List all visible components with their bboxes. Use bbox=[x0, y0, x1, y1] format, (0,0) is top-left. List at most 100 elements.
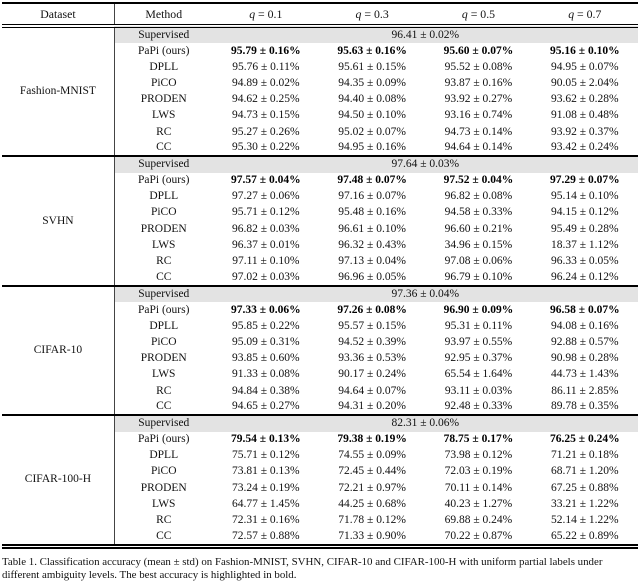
table-row: PaPi (ours) 97.57 ± 0.04% 97.48 ± 0.07% 97.… bbox=[2, 173, 638, 189]
value-cell: 95.71 ± 0.12% bbox=[231, 206, 300, 219]
method-label: DPLL bbox=[149, 190, 179, 203]
method-label: Supervised bbox=[114, 26, 213, 43]
table-row: CC 72.57 ± 0.88% 71.33 ± 0.90% 70.22 ± 0.87… bbox=[2, 529, 638, 547]
value-cell: 97.52 ± 0.04% bbox=[443, 174, 514, 187]
col-header-q5: q = 0.5 bbox=[425, 3, 532, 28]
supervised-row: CIFAR-100-H Supervised 82.31 ± 0.06% bbox=[2, 414, 638, 547]
table-row: CC 95.30 ± 0.22% 94.95 ± 0.16% 94.64 ± 0.14… bbox=[2, 140, 638, 156]
table-row: RC 97.11 ± 0.10% 97.13 ± 0.04% 97.08 ± 0.06… bbox=[2, 253, 638, 269]
value-cell: 93.85 ± 0.60% bbox=[231, 352, 300, 365]
value-cell: 97.33 ± 0.06% bbox=[231, 303, 301, 316]
value-cell: 97.13 ± 0.04% bbox=[338, 255, 406, 268]
table-row: PRODEN 94.62 ± 0.25% 94.40 ± 0.08% 93.92 ± … bbox=[2, 92, 638, 108]
table-row: PiCO 73.81 ± 0.13% 72.45 ± 0.44% 72.03 ± 0.… bbox=[2, 464, 638, 480]
table-row: DPLL 95.76 ± 0.11% 95.61 ± 0.15% 95.52 ± 0.… bbox=[2, 59, 638, 75]
value-cell: 64.77 ± 1.45% bbox=[231, 497, 300, 510]
value-cell: 95.79 ± 0.16% bbox=[231, 44, 301, 57]
q-symbol: q bbox=[568, 6, 575, 21]
section-fashion-mnist: Fashion-MNIST Supervised 96.41 ± 0.02% P… bbox=[2, 26, 638, 157]
table-row: LWS 64.77 ± 1.45% 44.25 ± 0.68% 40.23 ± 1.2… bbox=[2, 496, 638, 512]
value-cell: 72.45 ± 0.44% bbox=[338, 465, 406, 478]
supervised-row: CIFAR-10 Supervised 97.36 ± 0.04% bbox=[2, 284, 638, 416]
value-cell: 95.52 ± 0.08% bbox=[444, 60, 513, 73]
dataset-label: CIFAR-100-H bbox=[2, 414, 115, 547]
q-value: = 0.3 bbox=[361, 6, 389, 21]
value-cell: 96.96 ± 0.05% bbox=[338, 270, 406, 283]
value-cell: 97.16 ± 0.07% bbox=[338, 190, 406, 203]
method-label: PiCO bbox=[150, 335, 177, 348]
value-cell: 18.37 ± 1.12% bbox=[550, 238, 619, 251]
method-label: PaPi (ours) bbox=[138, 44, 190, 57]
method-label: PRODEN bbox=[140, 352, 187, 365]
col-header-method: Method bbox=[114, 3, 213, 28]
value-cell: 79.38 ± 0.19% bbox=[337, 433, 407, 446]
table-row: PaPi (ours) 79.54 ± 0.13% 79.38 ± 0.19% 78.… bbox=[2, 432, 638, 448]
value-cell: 40.23 ± 1.27% bbox=[444, 497, 513, 510]
value-cell: 67.25 ± 0.88% bbox=[550, 481, 619, 494]
method-label: PiCO bbox=[150, 206, 177, 219]
table-row: DPLL 95.85 ± 0.22% 95.57 ± 0.15% 95.31 ± 0.… bbox=[2, 318, 638, 334]
method-label: PRODEN bbox=[140, 222, 187, 235]
value-cell: 93.42 ± 0.24% bbox=[550, 141, 619, 154]
table-row: LWS 91.33 ± 0.08% 90.17 ± 0.24% 65.54 ± 1.6… bbox=[2, 367, 638, 383]
dataset-label: CIFAR-10 bbox=[2, 284, 115, 416]
method-label: PaPi (ours) bbox=[138, 303, 190, 316]
value-cell: 70.22 ± 0.87% bbox=[444, 529, 513, 542]
method-label: LWS bbox=[152, 368, 176, 381]
value-cell: 94.52 ± 0.39% bbox=[338, 335, 406, 348]
value-cell: 65.54 ± 1.64% bbox=[444, 368, 513, 381]
value-cell: 94.73 ± 0.15% bbox=[231, 109, 300, 122]
table-row: DPLL 75.71 ± 0.12% 74.55 ± 0.09% 73.98 ± 0.… bbox=[2, 448, 638, 464]
value-cell: 97.08 ± 0.06% bbox=[444, 255, 513, 268]
value-cell: 94.50 ± 0.10% bbox=[338, 109, 406, 122]
table-row: LWS 94.73 ± 0.15% 94.50 ± 0.10% 93.16 ± 0.7… bbox=[2, 108, 638, 124]
value-cell: 95.85 ± 0.22% bbox=[231, 319, 300, 332]
value-cell: 90.05 ± 2.04% bbox=[550, 76, 619, 89]
col-header-q1: q = 0.1 bbox=[212, 3, 319, 28]
q-value: = 0.1 bbox=[255, 6, 283, 21]
value-cell: 69.88 ± 0.24% bbox=[444, 514, 513, 527]
table-row: PiCO 95.71 ± 0.12% 95.48 ± 0.16% 94.58 ± 0.… bbox=[2, 205, 638, 221]
value-cell: 44.73 ± 1.43% bbox=[550, 368, 619, 381]
value-cell: 95.27 ± 0.26% bbox=[231, 125, 300, 138]
value-cell: 95.30 ± 0.22% bbox=[231, 141, 300, 154]
value-cell: 97.02 ± 0.03% bbox=[231, 270, 300, 283]
col-header-q3: q = 0.3 bbox=[318, 3, 426, 28]
value-cell: 65.22 ± 0.89% bbox=[550, 529, 619, 542]
supervised-value: 96.41 ± 0.02% bbox=[212, 26, 638, 43]
value-cell: 96.61 ± 0.10% bbox=[338, 222, 406, 235]
table-row: CC 97.02 ± 0.03% 96.96 ± 0.05% 96.79 ± 0.10… bbox=[2, 270, 638, 286]
value-cell: 72.21 ± 0.97% bbox=[338, 481, 406, 494]
value-cell: 96.33 ± 0.05% bbox=[550, 255, 619, 268]
method-label: CC bbox=[156, 400, 172, 413]
dataset-label: Fashion-MNIST bbox=[2, 26, 115, 157]
table-row: RC 95.27 ± 0.26% 95.02 ± 0.07% 94.73 ± 0.14… bbox=[2, 124, 638, 140]
method-label: RC bbox=[156, 514, 172, 527]
table-row: PiCO 95.09 ± 0.31% 94.52 ± 0.39% 93.97 ± 0.… bbox=[2, 334, 638, 350]
value-cell: 95.16 ± 0.10% bbox=[550, 44, 620, 57]
value-cell: 94.31 ± 0.20% bbox=[338, 400, 406, 413]
value-cell: 97.57 ± 0.04% bbox=[231, 174, 301, 187]
q-symbol: q bbox=[355, 6, 362, 21]
value-cell: 93.62 ± 0.28% bbox=[550, 93, 619, 106]
value-cell: 95.57 ± 0.15% bbox=[338, 319, 406, 332]
value-cell: 78.75 ± 0.17% bbox=[443, 433, 514, 446]
col-header-dataset: Dataset bbox=[2, 3, 115, 28]
value-cell: 96.32 ± 0.43% bbox=[338, 238, 406, 251]
supervised-value: 97.36 ± 0.04% bbox=[212, 284, 638, 302]
value-cell: 96.79 ± 0.10% bbox=[444, 270, 513, 283]
value-cell: 94.35 ± 0.09% bbox=[338, 76, 406, 89]
q-value: = 0.5 bbox=[467, 6, 496, 21]
value-cell: 94.84 ± 0.38% bbox=[231, 384, 300, 397]
col-header-q7: q = 0.7 bbox=[531, 3, 638, 28]
table-caption: Table 1. Classification accuracy (mean ±… bbox=[2, 555, 603, 582]
table-row: PaPi (ours) 95.79 ± 0.16% 95.63 ± 0.16% 95.… bbox=[2, 43, 638, 59]
method-label: PaPi (ours) bbox=[138, 174, 190, 187]
method-label: CC bbox=[156, 270, 172, 283]
method-label: PRODEN bbox=[140, 481, 187, 494]
value-cell: 94.95 ± 0.07% bbox=[550, 60, 619, 73]
supervised-value: 82.31 ± 0.06% bbox=[212, 414, 638, 432]
value-cell: 95.76 ± 0.11% bbox=[232, 60, 300, 73]
value-cell: 95.61 ± 0.15% bbox=[338, 60, 406, 73]
method-label: CC bbox=[156, 141, 172, 154]
